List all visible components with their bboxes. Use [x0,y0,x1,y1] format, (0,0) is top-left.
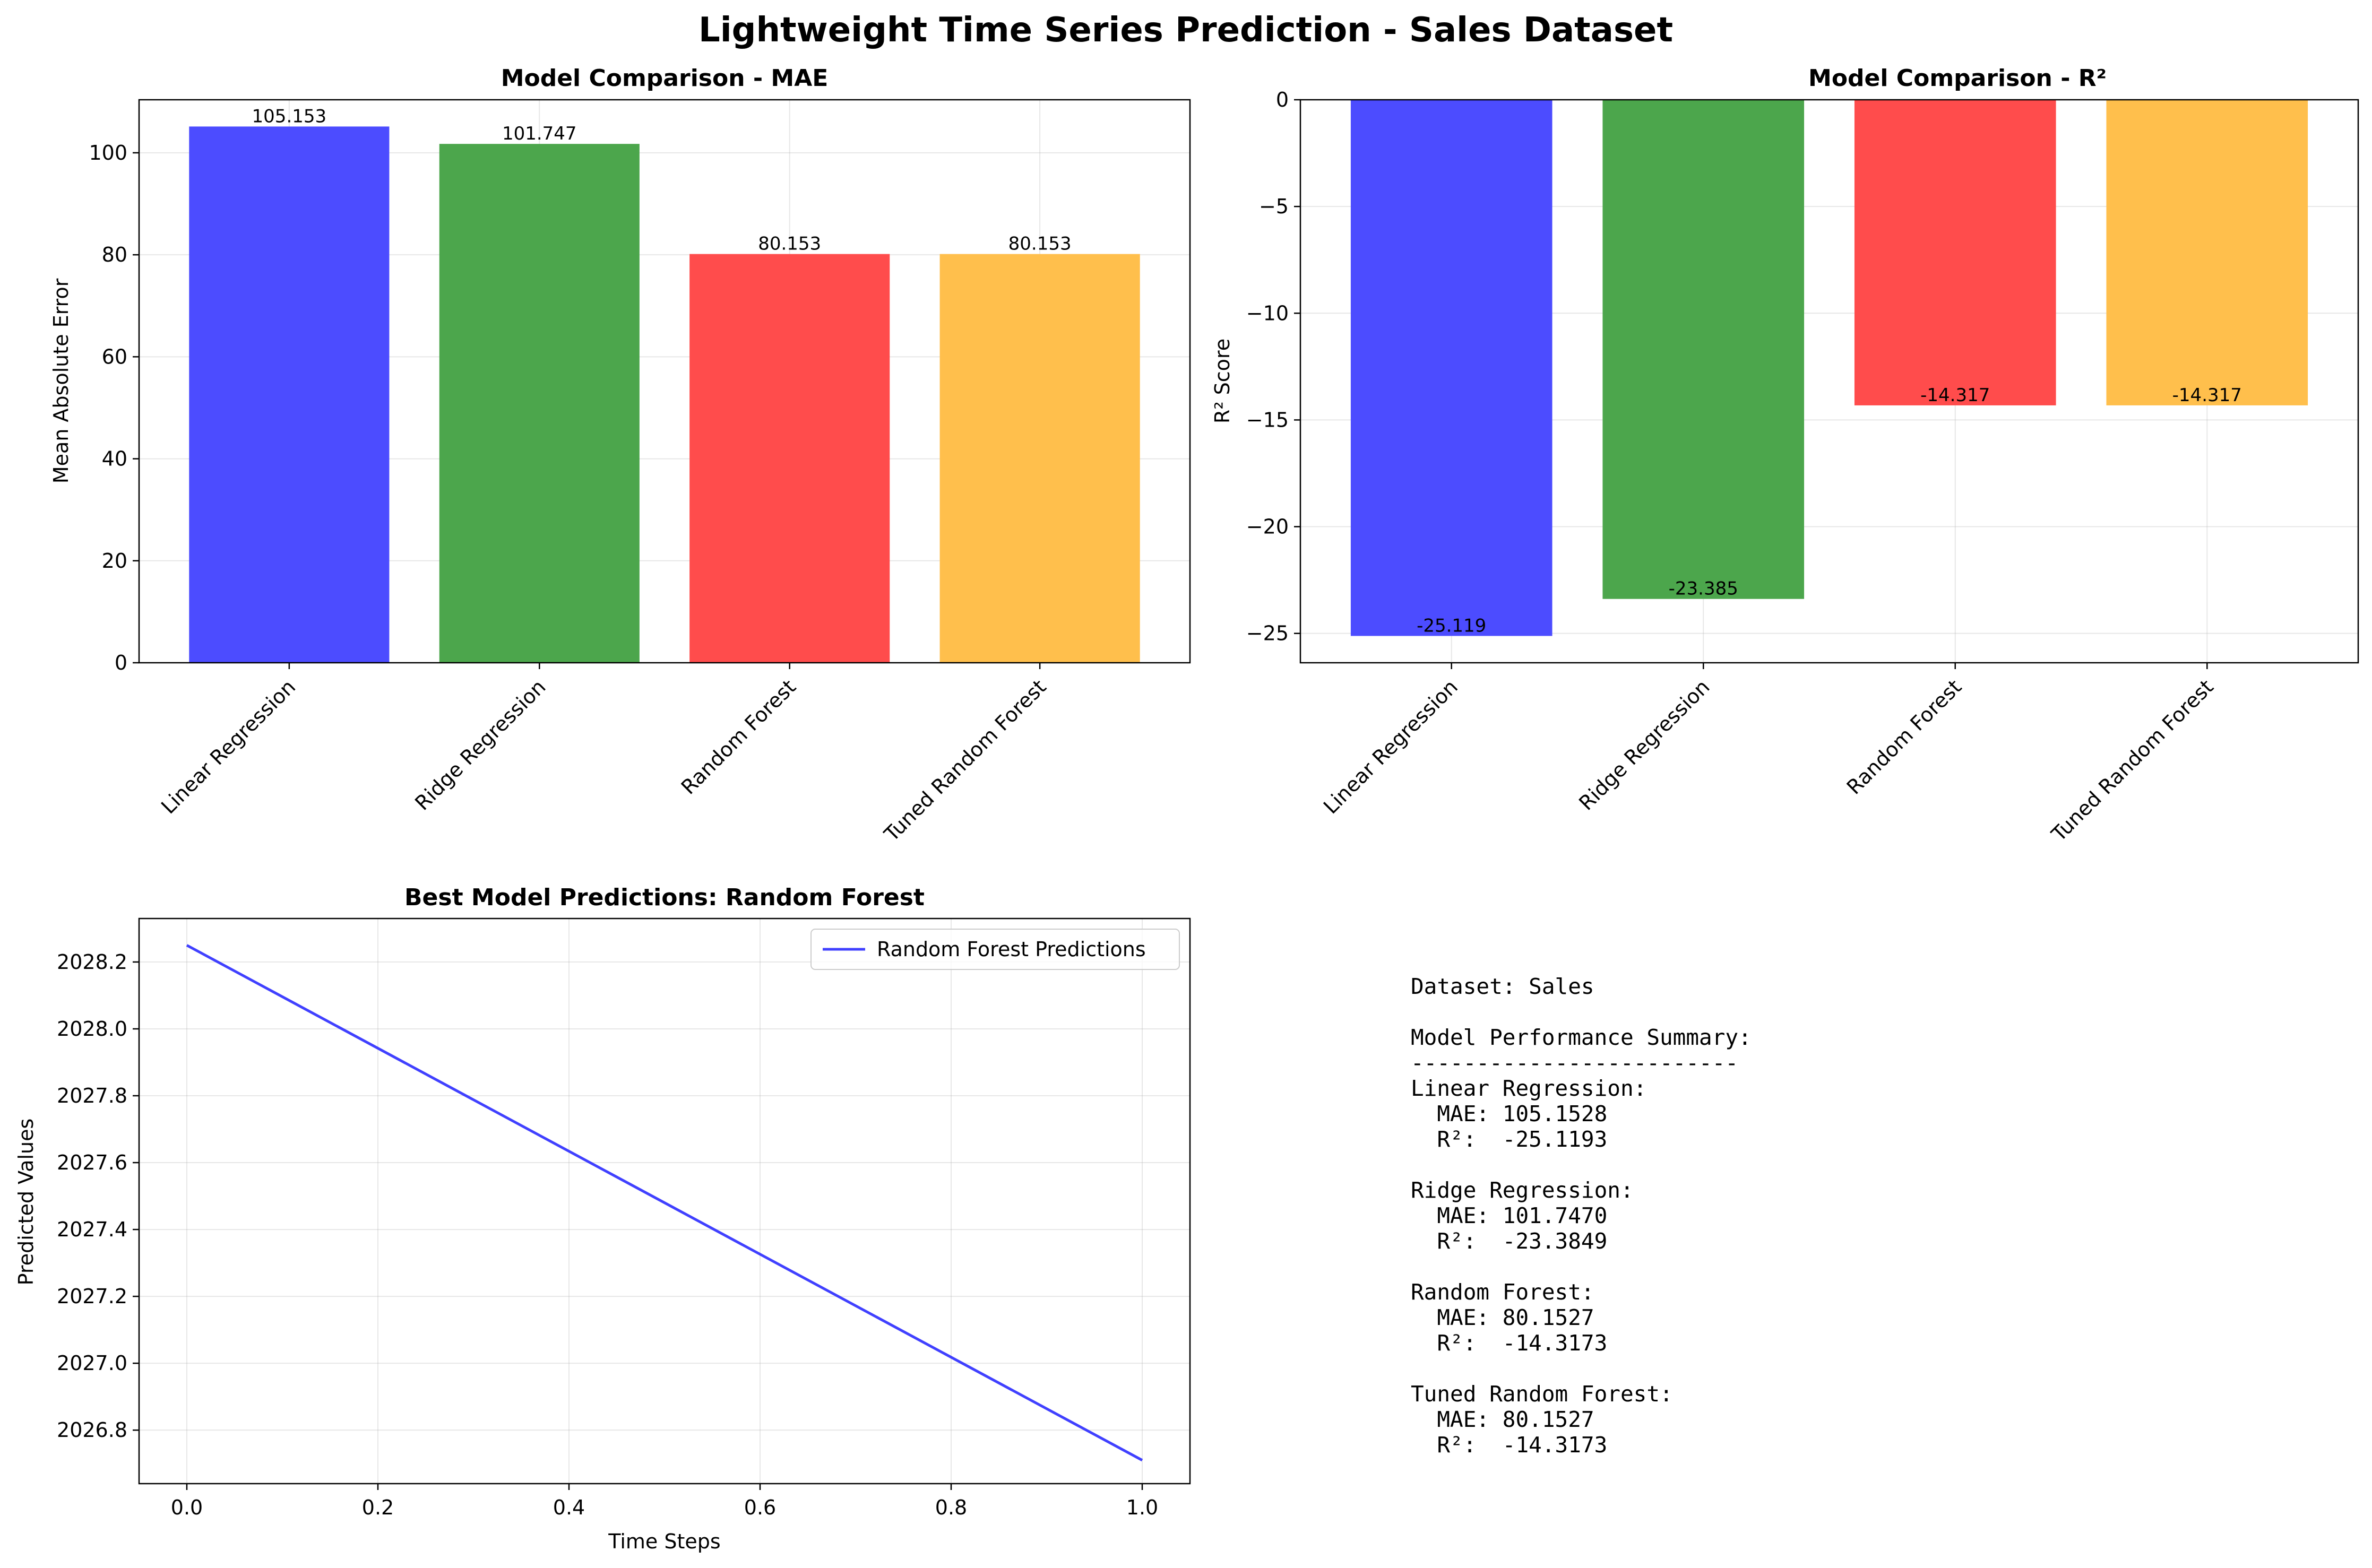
model-performance-summary: Dataset: Sales Model Performance Summary:… [1411,974,1752,1458]
mae-bar-value-label: 101.747 [502,123,577,144]
summary-line: Model Performance Summary: [1411,1025,1752,1050]
figure-title: Lightweight Time Series Prediction - Sal… [698,11,1673,50]
summary-line: Dataset: Sales [1411,974,1594,999]
summary-line: MAE: 80.1527 [1411,1305,1594,1330]
legend-box [810,929,1180,970]
r2-chart-title: Model Comparison - R² [1808,65,2107,92]
predictions-y-tick-label: 2027.6 [57,1151,127,1174]
r2-y-tick-label: −10 [1246,301,1289,325]
predictions-y-tick-label: 2027.4 [57,1218,127,1241]
summary-line: R²: -23.3849 [1411,1228,1607,1254]
mae-axes-frame [138,99,1191,664]
summary-line: MAE: 101.7470 [1411,1203,1607,1228]
predictions-y-tick-label: 2028.0 [57,1017,127,1041]
r2-bar-value-label: -23.385 [1669,578,1738,600]
predictions-chart-title: Best Model Predictions: Random Forest [404,884,925,911]
mae-bar-ridge-regression [439,144,640,663]
predictions-y-tick-label: 2027.0 [57,1352,127,1375]
summary-line: R²: -14.3173 [1411,1330,1607,1356]
predictions-y-tick-label: 2027.8 [57,1084,127,1107]
predictions-x-tick-label: 0.6 [744,1496,776,1519]
mae-y-tick-label: 0 [115,651,127,674]
r2-y-tick-label: −20 [1246,515,1289,539]
predictions-chart-panel: Best Model Predictions: Random Forest Ti… [14,884,1191,1553]
summary-line: ------------------------- [1411,1050,1738,1076]
mae-y-tick-label: 100 [89,141,127,164]
predictions-x-tick-label: 1.0 [1126,1496,1158,1519]
mae-y-tick-label: 40 [102,447,127,471]
r2-y-tick-label: 0 [1276,88,1289,111]
mae-bar-value-label: 80.153 [758,233,821,255]
mae-bar-linear-regression [189,126,390,663]
mae-y-axis-label: Mean Absolute Error [49,278,73,483]
legend-entry-label: Random Forest Predictions [877,938,1146,961]
summary-line: R²: -25.1193 [1411,1127,1607,1152]
summary-line: Linear Regression: [1411,1076,1646,1101]
mae-y-tick-label: 60 [102,345,127,368]
mae-y-tick-label: 20 [102,549,127,573]
r2-bar-linear-regression [1350,100,1552,636]
r2-y-tick-label: −5 [1259,195,1289,218]
predictions-legend: Random Forest Predictions [810,929,1180,970]
predictions-x-tick-label: 0.0 [171,1496,203,1519]
mae-bar-value-label: 80.153 [1008,233,1072,255]
r2-bar-value-label: -14.317 [2172,385,2242,406]
r2-y-tick-label: −25 [1246,622,1289,645]
predictions-y-tick-label: 2026.8 [57,1418,127,1442]
predictions-x-tick-label: 0.2 [362,1496,394,1519]
mae-bar-value-label: 105.153 [252,106,327,127]
mae-bar-random-forest [689,254,890,663]
r2-bar-value-label: -25.119 [1417,615,1486,636]
summary-line: MAE: 105.1528 [1411,1101,1607,1127]
predictions-series-line-random-forest-predictions [186,944,1143,1462]
summary-line: Random Forest: [1411,1279,1594,1305]
r2-bar-value-label: -14.317 [1920,385,1990,406]
r2-bar-random-forest [1854,100,2056,405]
r2-y-tick-label: −15 [1246,408,1289,431]
predictions-x-tick-label: 0.8 [935,1496,967,1519]
predictions-y-tick-label: 2027.2 [57,1285,127,1308]
summary-line: Tuned Random Forest: [1411,1381,1673,1407]
summary-line: Ridge Regression: [1411,1177,1634,1203]
summary-line: R²: -14.3173 [1411,1432,1607,1458]
mae-bar-tuned-random-forest [939,254,1140,663]
predictions-x-tick-label: 0.4 [553,1496,585,1519]
r2-bar-ridge-regression [1602,100,1805,599]
r2-y-axis-label: R² Score [1211,339,1234,423]
predictions-y-tick-label: 2028.2 [57,950,127,974]
predictions-y-axis-label: Predicted Values [14,1119,38,1286]
predictions-axes-frame [138,917,1191,1485]
predictions-x-axis-label: Time Steps [608,1530,720,1553]
mae-y-tick-label: 80 [102,243,127,266]
r2-bar-tuned-random-forest [2106,100,2308,405]
r2-axes-frame [1299,99,2359,664]
summary-line: MAE: 80.1527 [1411,1407,1594,1432]
mae-chart-title: Model Comparison - MAE [501,65,829,92]
